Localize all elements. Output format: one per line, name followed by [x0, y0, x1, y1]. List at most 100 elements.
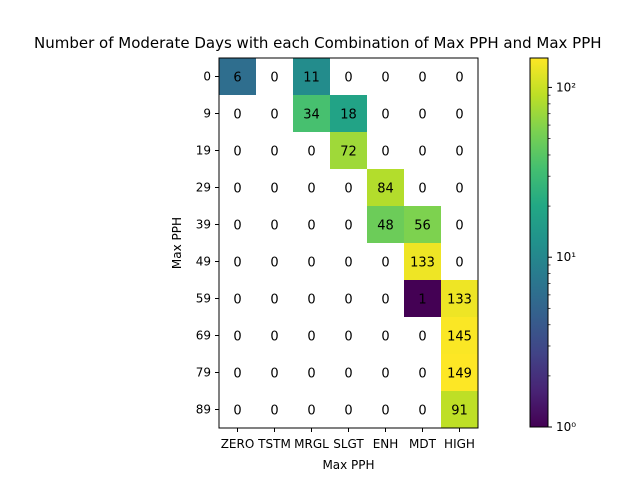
x-tick-label: TSTM	[257, 437, 291, 451]
cell-value-label: 84	[377, 182, 394, 197]
y-tick-label: 89	[196, 403, 211, 417]
cell-value-label: 0	[381, 367, 389, 382]
heatmap-cell	[293, 58, 330, 95]
heatmap-cell	[404, 243, 441, 280]
cell-value-label: 56	[414, 219, 431, 234]
y-tick-label: 69	[196, 329, 211, 343]
y-axis-label: Max PPH	[170, 217, 184, 269]
cell-value-label: 0	[418, 330, 426, 345]
cell-value-label: 0	[344, 293, 352, 308]
cell-value-label: 0	[270, 404, 278, 419]
x-tick-label: ZERO	[221, 437, 255, 451]
x-tick-label: MDT	[409, 437, 437, 451]
y-tick-label: 9	[203, 107, 211, 121]
y-tick-label: 49	[196, 255, 211, 269]
heatmap-cell	[293, 95, 330, 132]
heatmap-cell	[441, 280, 478, 317]
cell-value-label: 0	[381, 145, 389, 160]
heatmap-cell	[219, 58, 256, 95]
cell-value-label: 0	[270, 108, 278, 123]
heatmap-cell	[404, 280, 441, 317]
cell-value-label: 0	[307, 330, 315, 345]
cell-value-label: 0	[233, 367, 241, 382]
x-tick-label: ENH	[373, 437, 399, 451]
cell-value-label: 0	[418, 145, 426, 160]
cell-value-label: 0	[307, 145, 315, 160]
cell-value-label: 0	[455, 182, 463, 197]
y-tick-label: 79	[196, 366, 211, 380]
cell-value-label: 0	[233, 404, 241, 419]
y-tick-label: 59	[196, 292, 211, 306]
cell-value-label: 0	[455, 219, 463, 234]
cell-value-label: 6	[233, 71, 241, 86]
cell-value-label: 0	[418, 404, 426, 419]
cell-value-label: 0	[418, 71, 426, 86]
cell-value-label: 48	[377, 219, 394, 234]
cell-value-label: 0	[381, 404, 389, 419]
heatmap-cell	[441, 317, 478, 354]
y-axis: 0 9 19 29 39 49 59 69 79 89	[196, 70, 219, 417]
cell-value-label: 0	[270, 71, 278, 86]
cell-value-label: 0	[233, 145, 241, 160]
y-tick-label: 39	[196, 218, 211, 232]
cell-value-label: 0	[344, 367, 352, 382]
cell-value-label: 0	[418, 108, 426, 123]
cell-value-label: 0	[307, 404, 315, 419]
cell-value-label: 34	[303, 108, 320, 123]
heatmap-cell	[441, 391, 478, 428]
cell-value-label: 0	[307, 219, 315, 234]
cell-value-label: 0	[270, 330, 278, 345]
cell-value-label: 0	[307, 182, 315, 197]
cell-value-label: 0	[270, 293, 278, 308]
cell-value-label: 0	[307, 256, 315, 271]
cell-value-label: 0	[344, 182, 352, 197]
cell-value-label: 0	[233, 330, 241, 345]
x-axis-label: Max PPH	[322, 458, 374, 472]
cell-value-label: 0	[233, 293, 241, 308]
cell-value-label: 145	[447, 330, 472, 345]
cell-value-label: 0	[381, 293, 389, 308]
cell-value-label: 133	[447, 293, 472, 308]
cell-value-label: 0	[233, 182, 241, 197]
heatmap-cell	[404, 206, 441, 243]
cell-value-label: 0	[381, 108, 389, 123]
cell-value-label: 0	[270, 145, 278, 160]
cell-value-label: 0	[307, 293, 315, 308]
cell-value-label: 72	[340, 145, 357, 160]
heatmap-cell	[330, 132, 367, 169]
cell-value-label: 0	[455, 71, 463, 86]
cell-value-label: 0	[455, 108, 463, 123]
cell-value-label: 0	[344, 219, 352, 234]
cell-value-label: 18	[340, 108, 357, 123]
colorbar-tick-label: 10²	[556, 80, 576, 94]
y-tick-label: 0	[203, 70, 211, 84]
cell-value-label: 0	[233, 219, 241, 234]
x-tick-label: HIGH	[444, 437, 475, 451]
cell-value-label: 0	[344, 71, 352, 86]
y-tick-label: 19	[196, 144, 211, 158]
cell-value-label: 133	[410, 256, 435, 271]
cell-value-label: 11	[303, 71, 320, 86]
x-tick-label: SLGT	[333, 437, 364, 451]
cell-value-label: 0	[270, 219, 278, 234]
cell-value-label: 0	[381, 71, 389, 86]
x-axis: ZERO TSTM MRGL SLGT ENH MDT HIGH	[221, 428, 475, 451]
colorbar: 10⁰ 10¹ 10²	[529, 57, 576, 434]
colorbar-tick-label: 10¹	[556, 250, 576, 264]
colorbar-tick-label: 10⁰	[556, 420, 576, 434]
cell-value-label: 0	[418, 182, 426, 197]
cell-value-label: 0	[233, 108, 241, 123]
cell-value-label: 0	[270, 256, 278, 271]
chart-title: Number of Moderate Days with each Combin…	[34, 34, 602, 52]
cell-value-label: 149	[447, 367, 472, 382]
x-tick-label: MRGL	[294, 437, 329, 451]
cell-value-label: 0	[270, 182, 278, 197]
cell-value-label: 0	[233, 256, 241, 271]
cell-value-label: 0	[344, 256, 352, 271]
colorbar-gradient	[530, 58, 548, 427]
colorbar-frame	[529, 57, 549, 428]
heatmap-cells: 6 0 11 0 0 0 0 0 0 34 18 0 0 0 0 0 0 72 0 0 0 0 0 0 0 84 0 0 0 0 0 0 48 5…	[219, 58, 478, 428]
cell-value-label: 0	[455, 145, 463, 160]
cell-value-label: 0	[270, 367, 278, 382]
